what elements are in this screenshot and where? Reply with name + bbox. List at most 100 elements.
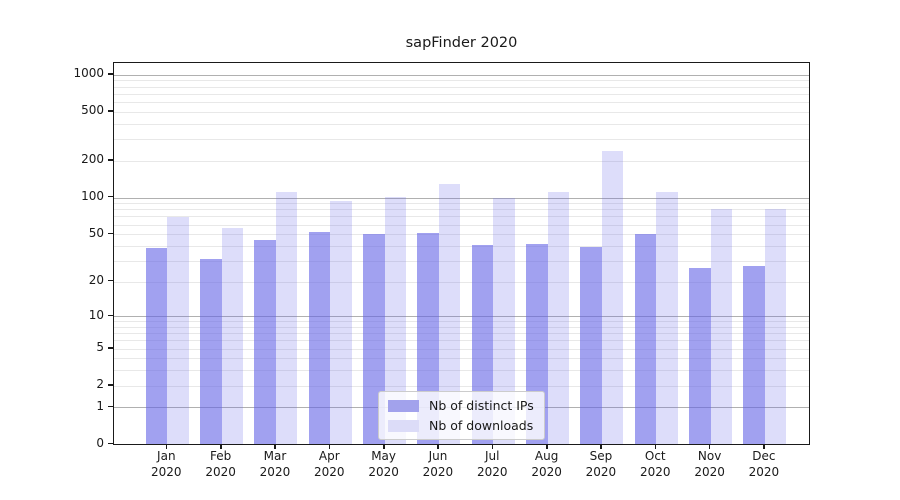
y-axis-tick-mark: [108, 347, 113, 349]
x-axis-tick-label: Apr 2020: [314, 449, 345, 479]
x-axis-tick-label: Dec 2020: [748, 449, 780, 479]
plot-area: Nb of distinct IPs Nb of downloads: [113, 62, 810, 445]
bar-distinct-ips: [634, 233, 657, 444]
bar-downloads: [710, 208, 733, 444]
x-axis-tick-label: Nov 2020: [694, 449, 725, 479]
y-gridline-minor: [114, 123, 809, 125]
x-axis-tick-mark: [654, 444, 657, 449]
chart-title: sapFinder 2020: [405, 35, 518, 51]
y-gridline-minor: [114, 203, 809, 205]
y-gridline-minor: [114, 93, 809, 95]
y-axis-tick-mark: [108, 110, 113, 112]
y-gridline-minor: [114, 234, 809, 236]
y-gridline-minor: [114, 209, 809, 211]
y-gridline-minor: [114, 260, 809, 262]
bar-distinct-ips: [308, 231, 331, 444]
x-axis-tick-label: Feb 2020: [205, 449, 236, 479]
x-axis-tick-label: Aug 2020: [531, 449, 562, 479]
y-axis-tick-label: 20: [88, 273, 104, 288]
x-axis-tick-mark: [220, 444, 222, 449]
legend-label-distinct-ips: Nb of distinct IPs: [429, 398, 534, 413]
y-gridline-minor: [114, 80, 809, 82]
y-axis-tick-mark: [108, 384, 113, 386]
y-gridline-major: [114, 316, 809, 318]
x-axis-tick-mark: [763, 444, 765, 449]
x-axis-tick-label: Jan 2020: [151, 449, 182, 479]
x-axis-tick-mark: [274, 444, 276, 449]
x-axis-tick-mark: [546, 444, 548, 449]
bar-downloads: [547, 192, 570, 444]
y-gridline-minor: [114, 111, 809, 113]
y-axis-tick-mark: [108, 405, 113, 408]
y-axis-tick-label: 200: [81, 152, 104, 167]
y-gridline-minor: [114, 102, 809, 104]
y-axis-tick-mark: [108, 314, 113, 317]
y-gridline-major: [114, 74, 809, 76]
legend: Nb of distinct IPs Nb of downloads: [378, 391, 545, 440]
y-axis-tick-mark: [108, 232, 113, 234]
y-gridline-minor: [114, 86, 809, 88]
bar-downloads: [438, 184, 461, 444]
bar-downloads: [601, 150, 624, 444]
y-gridline-minor: [114, 340, 809, 342]
bar-downloads: [764, 208, 787, 444]
y-axis-tick-label: 1000: [73, 66, 104, 81]
x-axis-tick-mark: [437, 444, 439, 449]
y-gridline-minor: [114, 139, 809, 141]
y-axis-tick-label: 10: [88, 307, 104, 322]
y-gridline-minor: [114, 321, 809, 323]
bar-distinct-ips: [200, 258, 222, 444]
y-axis-tick-mark: [108, 196, 113, 198]
bar-distinct-ips: [689, 267, 711, 444]
x-axis-tick-label: Jul 2020: [476, 449, 508, 479]
y-gridline-minor: [114, 358, 809, 360]
x-axis-tick-label: Sep 2020: [585, 449, 617, 479]
legend-swatch-downloads: [388, 419, 419, 432]
y-axis-tick-label: 5: [96, 340, 104, 355]
x-axis-tick-mark: [491, 444, 494, 449]
bar-downloads: [493, 198, 515, 444]
legend-entry-downloads: Nb of downloads: [388, 418, 534, 433]
y-gridline-minor: [114, 333, 809, 335]
y-gridline-minor: [114, 245, 809, 247]
x-axis-tick-label: Jun 2020: [422, 449, 454, 479]
bar-distinct-ips: [743, 265, 765, 444]
y-gridline-minor: [114, 348, 809, 350]
y-gridline-minor: [114, 216, 809, 218]
bar-downloads: [330, 201, 352, 444]
legend-swatch-distinct-ips: [388, 399, 419, 412]
y-gridline-minor: [114, 224, 809, 226]
y-axis-tick-label: 500: [81, 103, 104, 118]
bar-downloads: [656, 192, 678, 444]
y-axis-tick-label: 2: [96, 377, 104, 392]
y-gridline-minor: [114, 370, 809, 372]
y-gridline-minor: [114, 385, 809, 387]
y-axis-tick-label: 50: [88, 225, 104, 240]
bar-downloads: [384, 197, 407, 444]
bar-downloads: [167, 216, 189, 444]
y-gridline-minor: [114, 160, 809, 162]
x-axis-tick-mark: [709, 444, 711, 449]
y-gridline-minor: [114, 281, 809, 283]
legend-label-downloads: Nb of downloads: [429, 418, 534, 433]
bar-downloads: [275, 192, 298, 444]
x-axis-tick-label: May 2020: [368, 449, 399, 479]
bar-distinct-ips: [145, 247, 168, 444]
legend-entry-distinct-ips: Nb of distinct IPs: [388, 398, 534, 413]
x-axis-tick-mark: [328, 444, 331, 449]
bar-distinct-ips: [580, 246, 602, 444]
y-axis-tick-mark: [108, 280, 113, 282]
y-gridline-major: [114, 197, 809, 199]
y-axis-tick-label: 1: [96, 398, 104, 413]
x-axis-tick-mark: [165, 444, 168, 449]
y-axis-tick-mark: [108, 73, 113, 75]
x-axis-tick-mark: [600, 444, 602, 449]
y-axis-tick-label: 100: [81, 189, 104, 204]
y-gridline-minor: [114, 326, 809, 328]
bar-downloads: [221, 227, 244, 444]
y-axis-tick-label: 0: [96, 436, 104, 450]
y-axis-tick-mark: [108, 443, 113, 445]
x-axis-tick-label: Mar 2020: [259, 449, 291, 479]
x-axis-tick-mark: [383, 444, 385, 449]
